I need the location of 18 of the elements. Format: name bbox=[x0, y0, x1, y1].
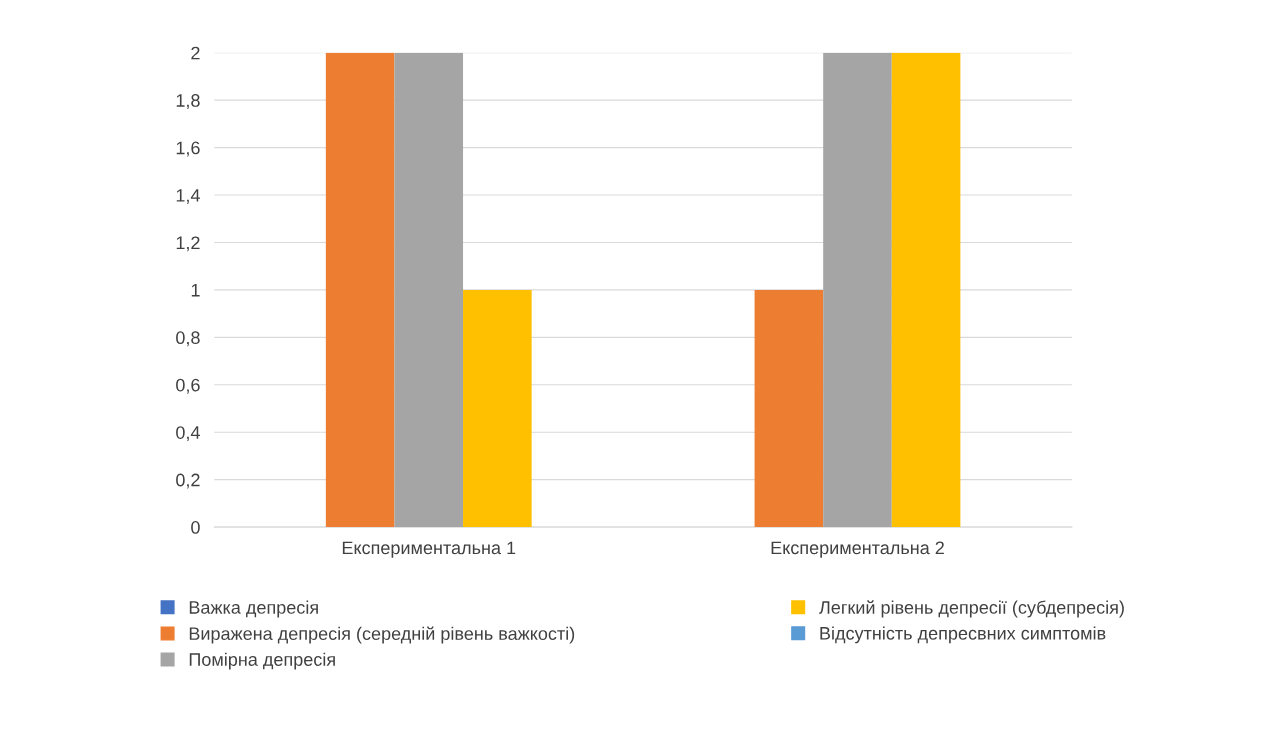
legend-label: Виражена депресія (середній рівень важкості) bbox=[189, 626, 575, 644]
legend-label: Важка депресія bbox=[189, 600, 318, 618]
y-tick-label: 0 bbox=[191, 521, 200, 534]
y-tick-label: 0,2 bbox=[176, 473, 200, 489]
y-tick-label: 1,8 bbox=[176, 94, 200, 109]
y-tick-label: 1,6 bbox=[176, 141, 200, 157]
y-tick-label: 1,4 bbox=[176, 189, 200, 204]
y-tick-label: 0,8 bbox=[176, 331, 200, 347]
legend-label: Відсутність депресвних симптомів bbox=[820, 626, 1106, 644]
y-tick-label: 1,2 bbox=[176, 236, 200, 252]
x-tick-label: Експериментальна 1 bbox=[342, 541, 516, 558]
y-tick-label: 0,4 bbox=[176, 426, 200, 442]
legend-label: Легкий рівень депресії (субдепресія) bbox=[819, 600, 1124, 618]
y-tick-label: 2 bbox=[191, 46, 200, 60]
x-tick-label: Експериментальна 2 bbox=[771, 541, 944, 558]
y-tick-label: 1 bbox=[191, 284, 200, 297]
y-tick-label: 0,6 bbox=[176, 378, 200, 394]
legend-label: Помірна депресія bbox=[189, 652, 335, 670]
